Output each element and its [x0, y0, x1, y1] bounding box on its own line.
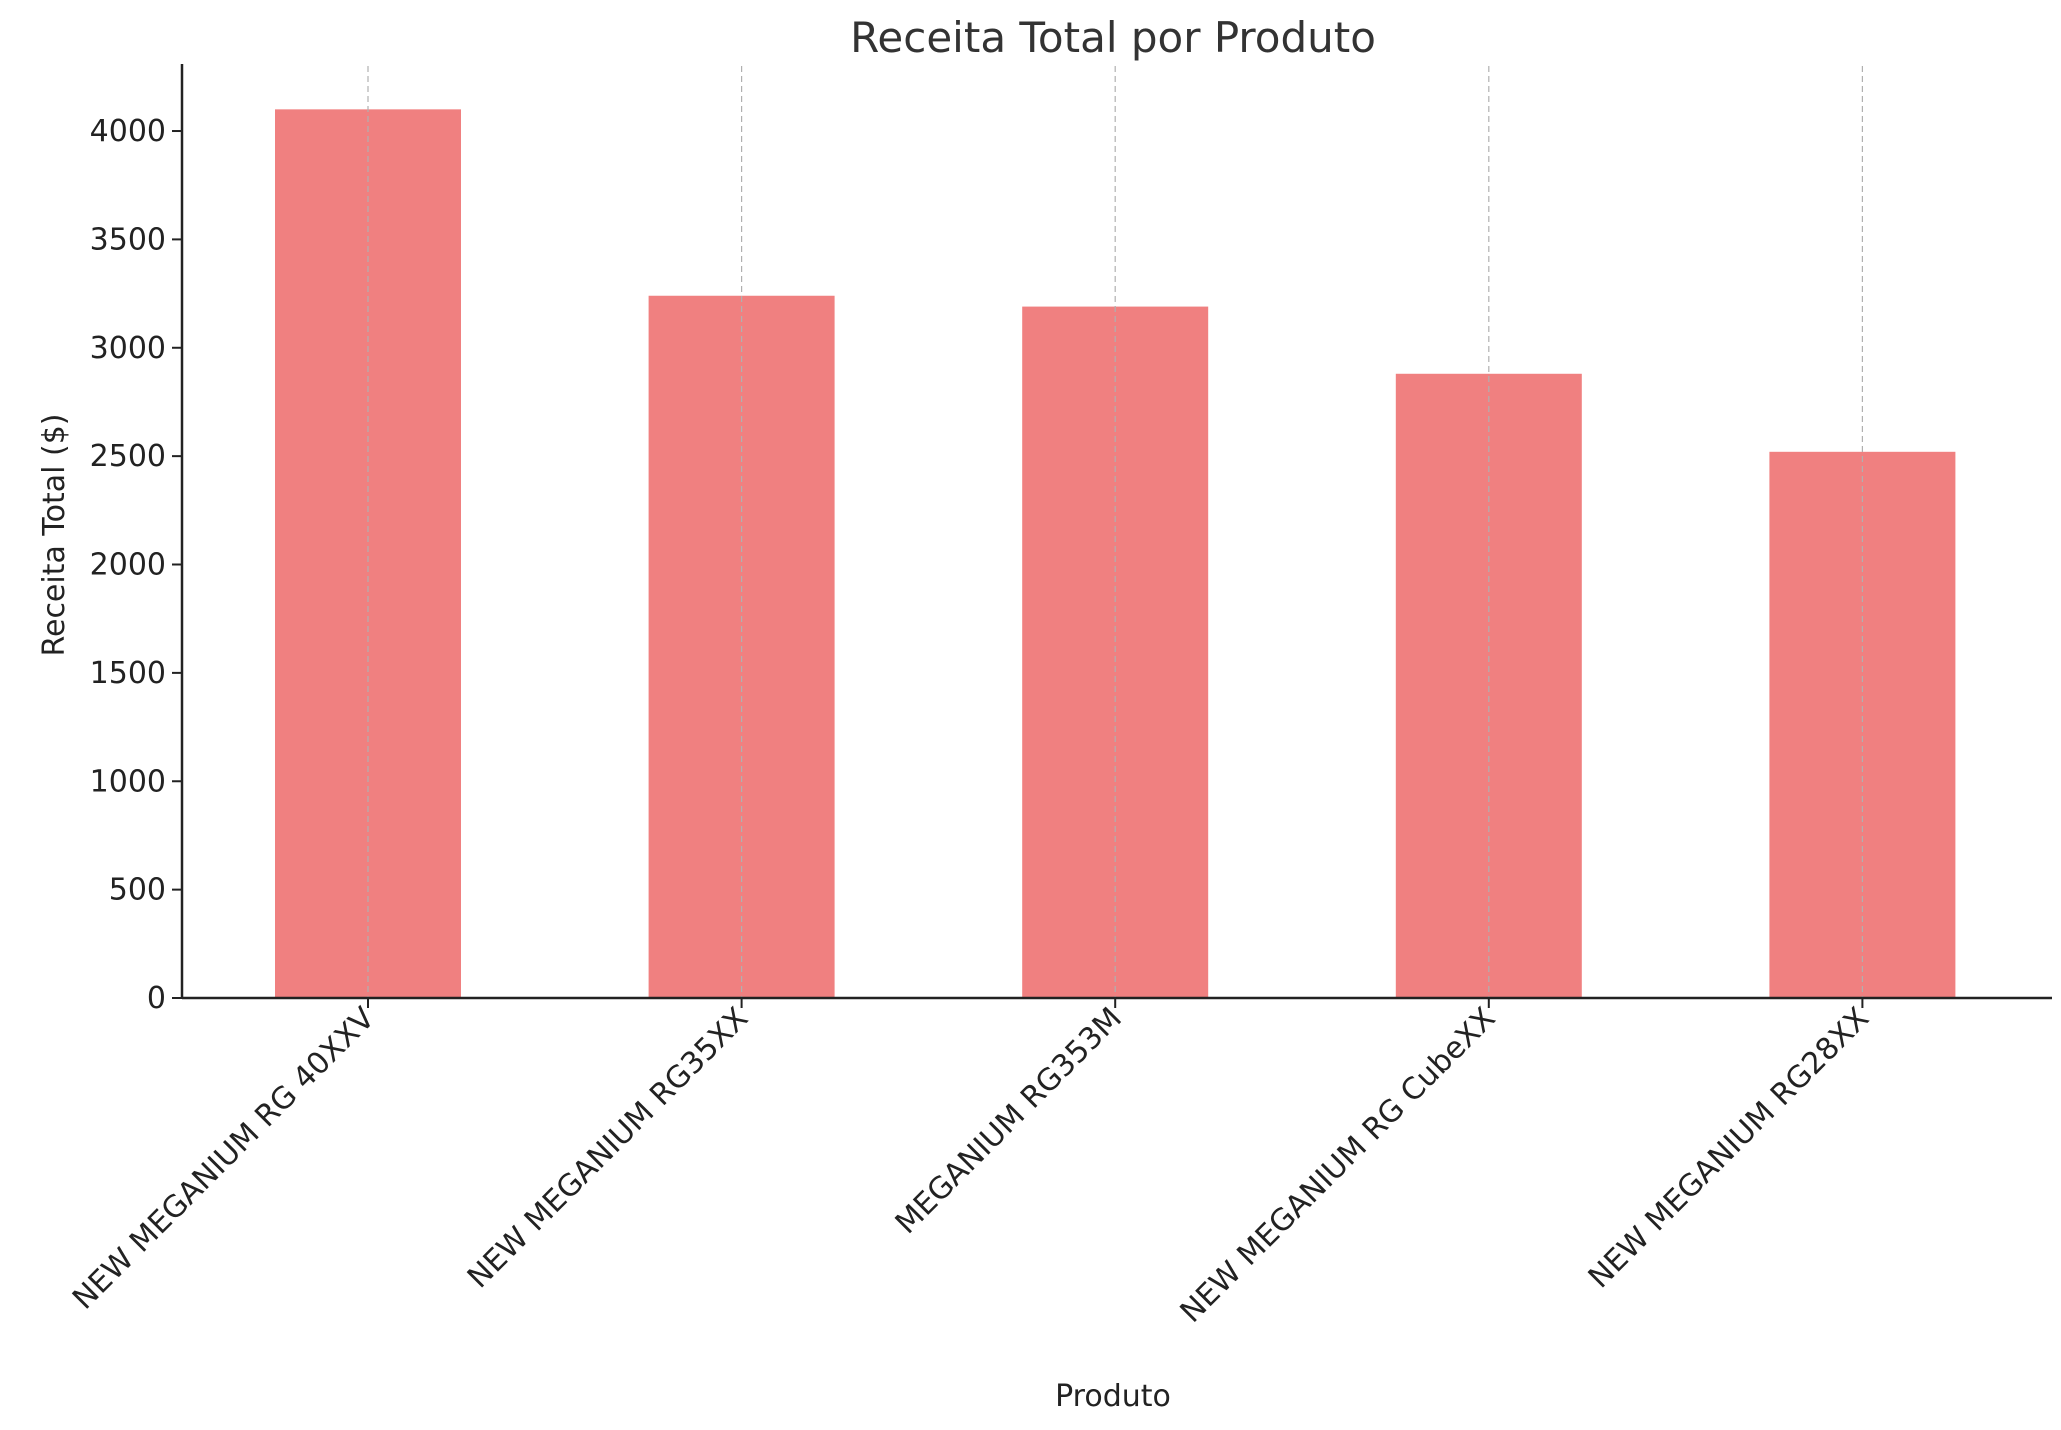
- x-tick-label: NEW MEGANIUM RG 40XXV: [66, 1001, 382, 1317]
- x-tick-label: NEW MEGANIUM RG CubeXX: [1174, 1001, 1503, 1330]
- bars-layer: [275, 66, 1956, 999]
- y-tick-label: 1000: [90, 764, 166, 799]
- x-tick-label: NEW MEGANIUM RG28XX: [1582, 1001, 1876, 1295]
- y-tick-label: 4000: [90, 114, 166, 149]
- y-tick-label: 3000: [90, 331, 166, 366]
- bar: [275, 109, 461, 999]
- axes-layer: [180, 64, 2052, 1000]
- x-tick-label: NEW MEGANIUM RG35XX: [461, 1001, 755, 1295]
- y-tick-label: 1500: [90, 656, 166, 691]
- y-tick-label: 3500: [90, 222, 166, 257]
- y-tick-label: 0: [147, 981, 166, 1016]
- x-tick-label: MEGANIUM RG353M: [889, 1001, 1129, 1241]
- y-tick-label: 2500: [90, 439, 166, 474]
- y-ticks: 0 500 1000 1500 2000 2500 3000 3500 4000: [90, 114, 182, 1016]
- chart-title: Receita Total por Produto: [850, 13, 1376, 62]
- y-tick-label: 500: [109, 873, 166, 908]
- x-ticks: NEW MEGANIUM RG 40XXV NEW MEGANIUM RG35XX…: [66, 998, 1876, 1330]
- y-tick-label: 2000: [90, 548, 166, 583]
- y-axis-title: Receita Total ($): [37, 413, 72, 656]
- x-axis-title: Produto: [1055, 1379, 1171, 1414]
